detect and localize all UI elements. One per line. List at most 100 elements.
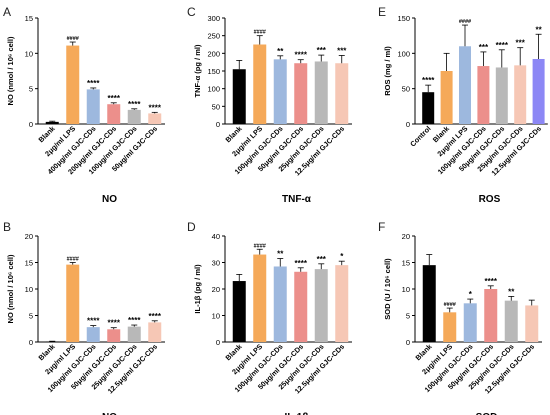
y-tick-label: 40 xyxy=(212,232,220,241)
panel-letter: D xyxy=(187,220,196,234)
y-tick-label: 20 xyxy=(402,232,410,241)
significance-label: **** xyxy=(108,319,121,328)
y-tick-label: 20 xyxy=(212,285,220,294)
y-tick-label: 300 xyxy=(207,14,220,23)
panel-letter: E xyxy=(378,5,386,19)
significance-label: * xyxy=(340,252,344,261)
bar xyxy=(532,58,545,125)
bar xyxy=(495,67,508,124)
y-tick-label: 15 xyxy=(25,259,33,268)
significance-label: **** xyxy=(128,316,141,325)
significance-label: ** xyxy=(277,47,284,56)
bar xyxy=(66,264,80,342)
y-tick-label: 0 xyxy=(406,120,410,129)
y-tick-label: 150 xyxy=(397,14,410,23)
bar xyxy=(45,341,59,342)
significance-label: ** xyxy=(277,250,284,259)
bar xyxy=(443,312,457,342)
y-tick-label: 100 xyxy=(397,49,410,58)
significance-label: #### xyxy=(254,243,266,249)
bar xyxy=(459,46,471,125)
significance-label: **** xyxy=(149,312,162,321)
bar xyxy=(294,63,308,124)
bar xyxy=(232,69,246,124)
y-tick-label: 15 xyxy=(25,14,33,23)
significance-label: #### xyxy=(254,30,266,36)
y-tick-label: 30 xyxy=(212,259,220,268)
bar xyxy=(463,303,477,342)
significance-label: #### xyxy=(67,257,79,263)
y-tick-label: 50 xyxy=(212,102,220,111)
bar xyxy=(294,271,308,342)
panel-letter: F xyxy=(378,220,385,234)
panel-letter: C xyxy=(187,5,196,19)
bar xyxy=(314,269,328,342)
bar xyxy=(86,327,100,342)
significance-label: *** xyxy=(317,46,327,55)
y-tick-label: 10 xyxy=(25,285,33,294)
bar xyxy=(525,305,539,342)
bar xyxy=(514,65,527,124)
y-tick-label: 0 xyxy=(216,120,220,129)
y-axis-label: NO (nmol / 10⁶ cell) xyxy=(6,36,15,105)
significance-label: *** xyxy=(479,43,489,52)
bar xyxy=(504,300,518,342)
y-tick-label: 10 xyxy=(402,285,410,294)
significance-label: **** xyxy=(295,51,308,60)
significance-label: **** xyxy=(485,277,498,286)
y-tick-label: 10 xyxy=(25,49,33,58)
significance-label: **** xyxy=(128,100,141,109)
significance-label: ** xyxy=(535,25,542,34)
bar xyxy=(477,66,490,124)
y-tick-label: 10 xyxy=(212,312,220,321)
significance-label: **** xyxy=(422,76,435,85)
y-tick-label: 200 xyxy=(207,49,220,58)
significance-label: *** xyxy=(516,39,526,48)
y-axis-label: TNF-α (pg / ml) xyxy=(193,44,202,97)
bar xyxy=(107,329,121,342)
significance-label: **** xyxy=(87,79,100,88)
y-tick-label: 0 xyxy=(29,338,33,347)
y-tick-label: 5 xyxy=(406,312,410,321)
y-tick-label: 250 xyxy=(207,32,220,41)
significance-label: *** xyxy=(337,46,347,55)
bar xyxy=(273,266,287,342)
bar xyxy=(253,254,267,342)
y-tick-label: 0 xyxy=(406,338,410,347)
y-axis-label: IL-1β (pg / ml) xyxy=(193,264,202,314)
panel-letter: B xyxy=(3,220,11,234)
y-tick-label: 5 xyxy=(29,85,33,94)
chart-title: TNF-α xyxy=(282,194,312,205)
chart-title: NO xyxy=(102,412,117,415)
bar xyxy=(253,44,267,124)
significance-label: #### xyxy=(444,302,456,308)
bar xyxy=(148,322,162,342)
bar xyxy=(127,326,141,342)
significance-label: **** xyxy=(496,41,509,50)
bar xyxy=(86,89,100,124)
significance-label: * xyxy=(469,290,473,299)
y-axis-label: ROS (mg / ml) xyxy=(383,46,392,96)
significance-label: **** xyxy=(108,94,121,103)
x-tick-label: Control xyxy=(408,124,432,148)
y-tick-label: 5 xyxy=(29,312,33,321)
bar xyxy=(335,265,349,342)
bar xyxy=(232,281,246,342)
chart-title: SOD xyxy=(476,412,498,415)
significance-label: #### xyxy=(459,19,471,25)
bar xyxy=(422,265,436,342)
y-tick-label: 0 xyxy=(216,338,220,347)
y-tick-label: 150 xyxy=(207,67,220,76)
y-axis-label: NO (nmol / 10⁶ cell) xyxy=(6,254,15,323)
chart-title: IL-1β xyxy=(285,412,309,415)
significance-label: **** xyxy=(87,317,100,326)
y-tick-label: 50 xyxy=(402,85,410,94)
y-axis-label: SOD (U / 10⁶ cell) xyxy=(383,258,392,320)
significance-label: ** xyxy=(508,287,515,296)
